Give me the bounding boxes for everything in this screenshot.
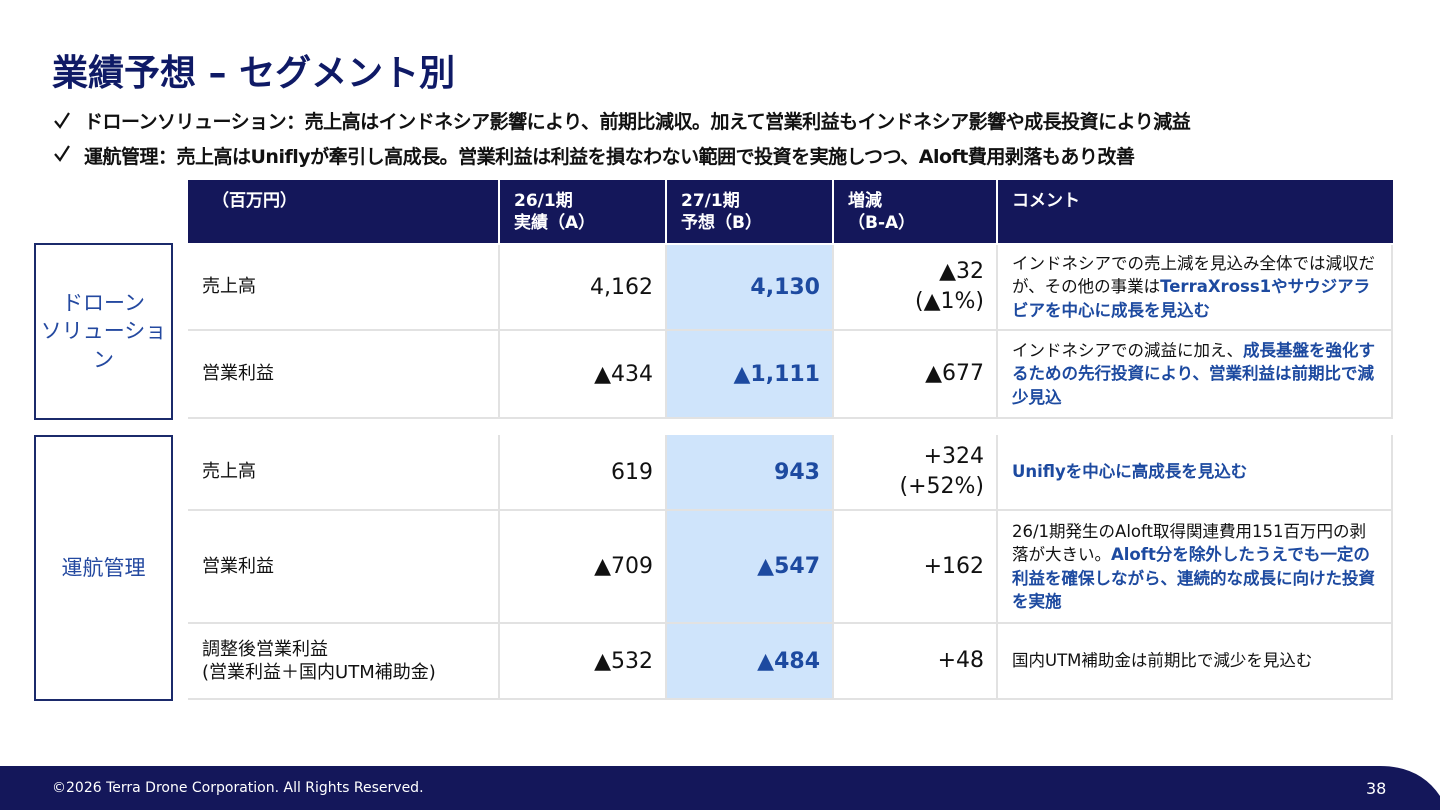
change-value: +48 [834,624,998,700]
row-label: 売上高 [188,435,500,511]
comment: インドネシアでの減益に加え、成長基盤を強化するための先行投資により、営業利益は前… [998,331,1393,419]
change-text: ▲32 (▲1%) [915,259,984,314]
column-header: コメント [998,180,1393,243]
actual-value: ▲532 [500,624,667,700]
comment-segment: Uniflyを中心に高成長を見込む [1012,462,1248,482]
column-header: 増減 （B-A） [834,180,996,243]
change-value: ▲32 (▲1%) [834,245,998,331]
row-label: 営業利益 [188,331,500,419]
comment: 26/1期発生のAloft取得関連費用151百万円の剥落が大きい。Aloft分を… [998,511,1393,624]
change-value: +324 (+52%) [834,435,998,511]
comment-segment: 国内UTM補助金は前期比で減少を見込む [1012,651,1313,671]
footer-bar [0,766,1440,810]
comment-text: Uniflyを中心に高成長を見込む [1012,460,1247,483]
change-text: +324 (+52%) [899,444,985,499]
comment-segment: インドネシアでの減益に加え、 [1012,341,1243,361]
page-number: 38 [1366,779,1387,798]
row-label: 調整後営業利益 (営業利益＋国内UTM補助金) [188,624,500,700]
bullet: 運航管理：売上高はUniflyが牽引し高成長。営業利益は利益を損なわない範囲で投… [84,146,1135,168]
change-value: +162 [834,511,998,624]
actual-value: ▲709 [500,511,667,624]
column-header: （百万円） [188,180,498,243]
row-label: 売上高 [188,245,500,331]
row-label: 営業利益 [188,511,500,624]
comment: 国内UTM補助金は前期比で減少を見込む [998,624,1393,700]
change-value: ▲677 [834,331,998,419]
change-text: +162 [923,553,984,579]
forecast-value: 943 [667,435,834,511]
comment-segment: Aloft分を除外したうえでも一定の利益を確保しながら、連続的な成長に向けた投資… [1012,545,1375,611]
title: 業績予想 – セグメント別 [52,53,456,94]
comment-text: 26/1期発生のAloft取得関連費用151百万円の剥落が大きい。Aloft分を… [1012,520,1381,612]
forecast-value: ▲1,111 [667,331,834,419]
segment-label: 運航管理 [34,435,173,701]
bullet: ドローンソリューション：売上高はインドネシア影響により、前期比減収。加えて営業利… [84,111,1191,133]
comment-text: インドネシアでの売上減を見込み全体では減収だが、その他の事業はTerraXros… [1012,252,1381,321]
change-text: ▲677 [925,361,984,387]
comment-segment: インドネシアでの売上減を見込み全体では減収だが、その他の事業は [1012,254,1375,297]
change-text: +48 [937,648,984,674]
segment-label: ドローン ソリューション [34,243,173,420]
column-header: 27/1期 予想（B） [667,180,832,243]
comment-segment: TerraXross1やサウジアラビアを中心に成長を見込む [1012,277,1371,320]
comment-text: インドネシアでの減益に加え、成長基盤を強化するための先行投資により、営業利益は前… [1012,339,1381,408]
column-header: 26/1期 実績（A） [500,180,665,243]
actual-value: 619 [500,435,667,511]
actual-value: ▲434 [500,331,667,419]
check-icons [54,112,70,162]
forecast-value: 4,130 [667,245,834,331]
forecast-value: ▲484 [667,624,834,700]
comment: Uniflyを中心に高成長を見込む [998,435,1393,511]
forecast-value: ▲547 [667,511,834,624]
comment-segment: 成長基盤を強化するための先行投資により、営業利益は前期比で減少見込 [1012,341,1375,407]
comment-text: 国内UTM補助金は前期比で減少を見込む [1012,649,1312,672]
copyright: ©2026 Terra Drone Corporation. All Right… [52,780,424,796]
comment-segment: 26/1期発生のAloft取得関連費用151百万円の剥落が大きい。 [1012,522,1367,565]
actual-value: 4,162 [500,245,667,331]
comment: インドネシアでの売上減を見込み全体では減収だが、その他の事業はTerraXros… [998,245,1393,331]
